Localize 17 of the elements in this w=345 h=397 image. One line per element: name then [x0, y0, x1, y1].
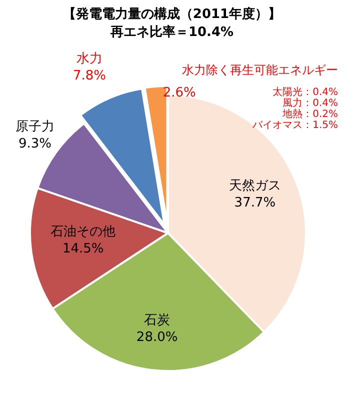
- data-label: 9.3%: [18, 136, 52, 152]
- data-label: 7.8%: [72, 68, 106, 84]
- slice-label: 水力除く再生可能エネルギー: [182, 63, 338, 77]
- slice-label: 石炭: [144, 312, 170, 328]
- chart-title: 【発電電力量の構成（2011年度）】: [62, 6, 282, 22]
- text: 風力：0.4%: [282, 97, 338, 109]
- data-label: 37.7%: [234, 196, 276, 211]
- text: 地熱：0.2%: [282, 108, 338, 120]
- chart-subtitle: 再エネ比率＝10.4%: [109, 24, 234, 40]
- data-label: 28.0%: [136, 330, 178, 345]
- slice-label: 原子力: [15, 120, 54, 135]
- slice-label: 天然ガス: [228, 178, 281, 194]
- slice-label: 石油その他: [50, 224, 116, 240]
- text: 太陽光：0.4%: [272, 86, 338, 98]
- slice-label: 水力: [76, 51, 102, 66]
- text: バイオマス：1.5%: [252, 120, 338, 131]
- data-label: 14.5%: [62, 242, 104, 257]
